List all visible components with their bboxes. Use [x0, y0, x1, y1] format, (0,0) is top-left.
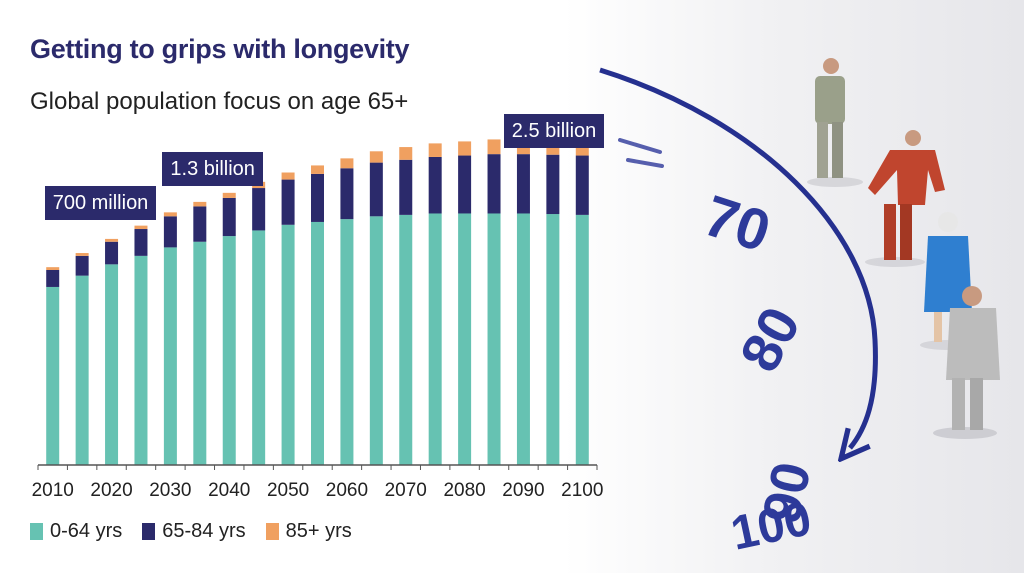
- bar-2050-series-1: [281, 179, 295, 225]
- bar-2075-series-0: [428, 213, 442, 465]
- bar-2090-series-1: [516, 154, 530, 214]
- legend-item: 85+ yrs: [265, 520, 352, 543]
- page-subtitle: Global population focus on age 65+: [30, 88, 409, 115]
- page-title: Getting to grips with longevity: [30, 34, 410, 64]
- legend-item: 65-84 yrs: [142, 520, 246, 543]
- bar-2075-series-1: [428, 156, 442, 214]
- bar-2050-series-2: [281, 172, 295, 180]
- bar-2035-series-1: [193, 206, 207, 242]
- bar-2095-series-1: [546, 154, 560, 215]
- bar-2040-series-1: [222, 197, 236, 237]
- bar-2085-series-1: [487, 154, 501, 214]
- bar-2065-series-0: [369, 216, 383, 465]
- bar-2080-series-1: [458, 155, 472, 214]
- x-tick-label-2080: 2080: [443, 480, 485, 501]
- bar-2010-series-0: [46, 286, 60, 465]
- chart-legend: 0-64 yrs 65-84 yrs 85+ yrs: [30, 520, 352, 543]
- bar-2030-series-1: [163, 216, 177, 248]
- bar-2070-series-0: [399, 214, 413, 465]
- legend-swatch: [265, 523, 279, 540]
- bar-2070-series-2: [399, 147, 413, 160]
- bar-2025-series-1: [134, 229, 148, 256]
- callout-label: 2.5 billion: [503, 114, 605, 148]
- x-axis-ticks: [37, 465, 598, 470]
- bar-2080-series-2: [458, 141, 472, 156]
- legend-label: 65-84 yrs: [162, 520, 246, 542]
- bar-2010-series-2: [46, 267, 60, 270]
- bar-2045-series-1: [252, 188, 266, 231]
- x-tick-label-2060: 2060: [326, 480, 368, 501]
- bar-2040-series-0: [222, 236, 236, 465]
- bar-2085-series-0: [487, 213, 501, 465]
- bar-2065-series-2: [369, 151, 383, 163]
- bar-2045-series-0: [252, 230, 266, 465]
- bar-2030-series-2: [163, 212, 177, 217]
- man-in-red-suit-figurine: [865, 130, 945, 267]
- bar-2055-series-1: [311, 173, 324, 222]
- x-tick-label-2030: 2030: [149, 480, 191, 501]
- bar-2050-series-0: [281, 224, 295, 465]
- bar-2010-series-1: [46, 270, 60, 287]
- legend-swatch: [142, 523, 156, 540]
- dial-arc: [599, 67, 878, 448]
- bar-2055-series-0: [311, 221, 324, 465]
- bar-2085-series-2: [487, 139, 501, 155]
- bar-2015-series-0: [75, 275, 89, 465]
- x-tick-label-2020: 2020: [90, 480, 132, 501]
- bar-2100-series-0: [575, 214, 589, 465]
- bar-2095-series-0: [546, 214, 560, 465]
- bar-2020-series-0: [105, 264, 119, 465]
- x-tick-label-2010: 2010: [32, 480, 74, 501]
- bar-2060-series-2: [340, 158, 354, 169]
- bar-2035-series-0: [193, 241, 207, 465]
- x-tick-label-2050: 2050: [267, 480, 309, 501]
- x-tick-label-2090: 2090: [502, 480, 544, 501]
- bar-2100-series-1: [575, 155, 589, 215]
- x-tick-label-2100: 2100: [561, 480, 603, 501]
- bar-2035-series-2: [193, 201, 207, 207]
- man-in-grey-suit-figurine: [933, 286, 1000, 439]
- bar-2015-series-1: [75, 255, 89, 276]
- bar-2025-series-0: [134, 255, 148, 465]
- bar-2070-series-1: [399, 159, 413, 215]
- bar-2075-series-2: [428, 143, 442, 157]
- bar-2080-series-0: [458, 213, 472, 465]
- bar-2065-series-1: [369, 162, 383, 217]
- x-axis-tick-labels: 2010 2020 2030 2040 2050 2060 2070 2080 2090 2100: [32, 480, 604, 501]
- bar-2090-series-0: [516, 213, 530, 465]
- legend-label: 0-64 yrs: [50, 520, 123, 542]
- bar-2030-series-0: [163, 247, 177, 465]
- bar-2020-series-1: [105, 241, 119, 265]
- bar-2020-series-2: [105, 238, 119, 242]
- older-man-figurine: [807, 58, 863, 187]
- bar-2025-series-2: [134, 225, 148, 230]
- legend-item: 0-64 yrs: [30, 520, 122, 543]
- legend-swatch: [30, 523, 43, 540]
- callout-label: 700 million: [44, 186, 157, 220]
- x-tick-label-2040: 2040: [208, 480, 250, 501]
- bar-2015-series-2: [75, 253, 89, 256]
- bar-2055-series-2: [311, 165, 324, 174]
- dial-number-90: 90: [751, 457, 822, 528]
- bar-2060-series-0: [340, 219, 354, 465]
- x-tick-label-2070: 2070: [385, 480, 427, 501]
- callout-label: 1.3 billion: [162, 152, 263, 186]
- bar-2040-series-2: [222, 192, 236, 198]
- legend-label: 85+ yrs: [285, 520, 352, 542]
- bar-2060-series-1: [340, 168, 354, 220]
